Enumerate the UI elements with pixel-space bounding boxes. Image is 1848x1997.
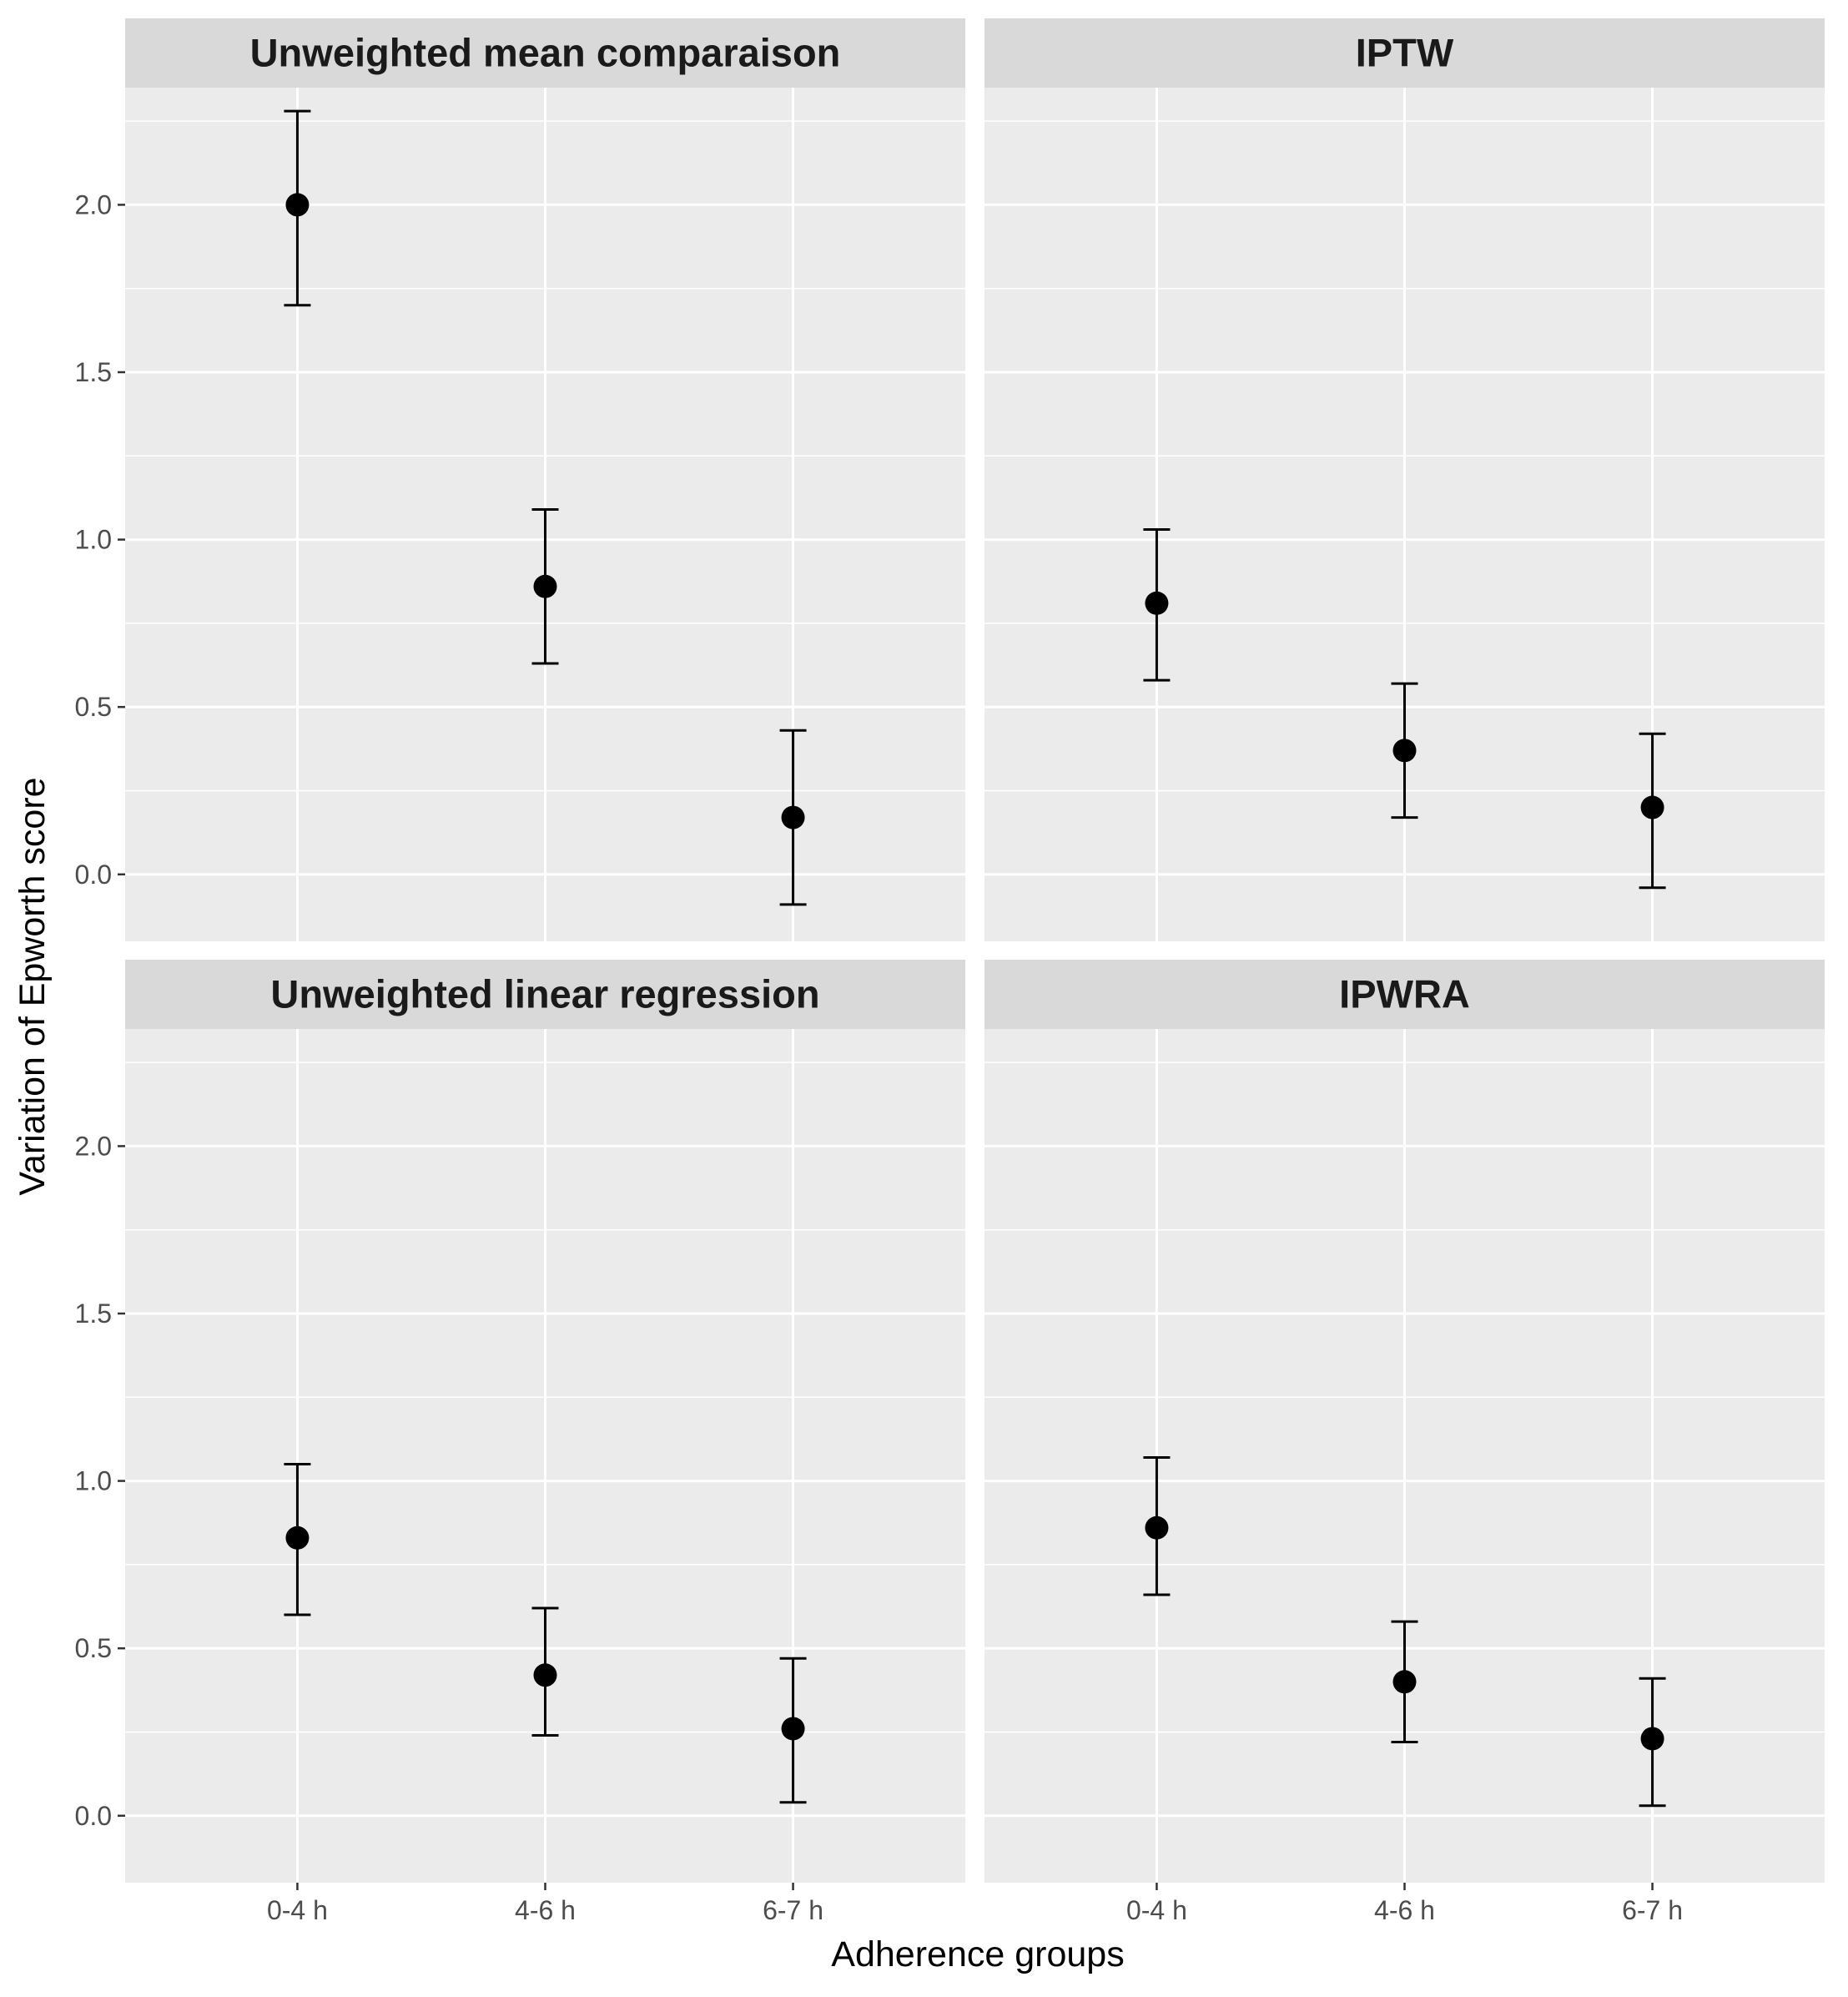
facet-title: IPTW <box>1356 31 1454 75</box>
error-bar-group <box>779 729 807 906</box>
y-tick-label: 1.5 <box>75 1299 112 1329</box>
data-point <box>781 805 805 830</box>
panel-2: IPTW <box>984 18 1825 941</box>
error-bar-group <box>1639 1677 1666 1808</box>
data-point <box>1145 1515 1169 1540</box>
facet-strip <box>125 960 965 1029</box>
panel-1: Unweighted mean comparaison <box>125 18 965 941</box>
y-tick-label: 1.0 <box>75 525 112 555</box>
y-tick-label: 1.0 <box>75 1466 112 1496</box>
error-bar-group <box>1143 528 1171 682</box>
facet-strip <box>984 960 1825 1029</box>
data-point <box>285 193 310 217</box>
panel-3: Unweighted linear regression <box>125 960 965 1883</box>
error-bar-group <box>284 1463 311 1616</box>
y-tick-label: 0.0 <box>75 1801 112 1831</box>
data-point <box>533 574 557 598</box>
facet-strip <box>125 18 965 88</box>
axes-layer: 0.0 0.5 1.0 1.5 2.0 0.0 0.5 1.0 1.5 2.0 0-4 h 4-6 h… <box>75 189 1684 1925</box>
error-bar-group <box>779 1657 807 1804</box>
error-bar-group <box>1639 732 1666 890</box>
error-bar-group <box>531 507 559 665</box>
facet-title: IPWRA <box>1339 972 1470 1016</box>
panels-layer: Unweighted mean comparaison IPTW Unweighte… <box>125 18 1825 1883</box>
x-tick-label: 0-4 h <box>1126 1895 1187 1925</box>
y-tick-label: 0.5 <box>75 692 112 722</box>
facet-strip <box>984 18 1825 88</box>
data-point <box>781 1717 805 1741</box>
x-tick-label: 6-7 h <box>1622 1895 1683 1925</box>
data-point <box>1392 739 1417 763</box>
error-bar-group <box>1391 1620 1418 1744</box>
y-tick-label: 0.5 <box>75 1633 112 1663</box>
x-tick-label: 4-6 h <box>515 1895 576 1925</box>
facet-title: Unweighted mean comparaison <box>250 31 841 75</box>
x-tick-label: 6-7 h <box>763 1895 823 1925</box>
error-bar-group <box>284 109 311 307</box>
y-tick-label: 0.0 <box>75 860 112 890</box>
error-bar-group <box>1143 1456 1171 1596</box>
y-axis-title: Variation of Epworth score <box>13 777 53 1195</box>
x-axis-title: Adherence groups <box>831 1934 1124 1974</box>
y-tick-label: 2.0 <box>75 1131 112 1161</box>
data-point <box>1145 591 1169 615</box>
data-point <box>1640 1727 1664 1751</box>
facet-title: Unweighted linear regression <box>270 972 819 1016</box>
x-tick-label: 4-6 h <box>1374 1895 1435 1925</box>
data-point <box>285 1525 310 1550</box>
y-tick-label: 2.0 <box>75 189 112 219</box>
panel-4: IPWRA <box>984 960 1825 1883</box>
x-tick-label: 0-4 h <box>267 1895 328 1925</box>
y-tick-label: 1.5 <box>75 357 112 387</box>
error-bar-group <box>1391 682 1418 819</box>
data-point <box>1640 795 1664 819</box>
error-bar-group <box>531 1606 559 1737</box>
data-point <box>533 1663 557 1687</box>
data-point <box>1392 1670 1417 1694</box>
